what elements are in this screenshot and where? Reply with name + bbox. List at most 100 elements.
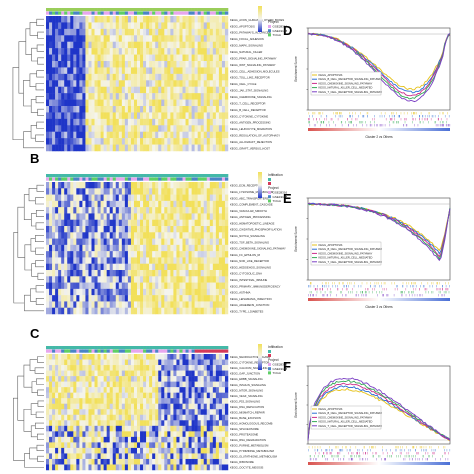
- heatmap-cell: [143, 370, 147, 377]
- heatmap-cell: [209, 188, 214, 195]
- heatmap-cell: [152, 370, 156, 377]
- heatmap-cell: [170, 301, 174, 308]
- annotation-cell: [197, 174, 201, 178]
- heatmap-cell: [91, 420, 95, 427]
- row-label: KEGG_FC_EPSILON_RI: [230, 253, 260, 257]
- annotation-cell: [194, 8, 198, 12]
- heatmap-cell: [94, 86, 98, 94]
- heatmap-cell: [203, 251, 208, 258]
- heatmap-cell: [76, 54, 80, 62]
- heatmap-cell: [203, 458, 208, 465]
- heatmap-cell: [140, 403, 144, 410]
- heatmap-cell: [191, 398, 195, 404]
- heatmap-cell: [173, 458, 177, 465]
- heatmap-cell: [121, 200, 126, 208]
- annotation-cell: [94, 349, 98, 353]
- heatmap-cell: [185, 295, 189, 302]
- heatmap-cell: [106, 282, 110, 290]
- heatmap-cell: [49, 276, 53, 283]
- heatmap-cell: [79, 282, 83, 290]
- heatmap-cell: [55, 414, 59, 421]
- heatmap-cell: [103, 99, 107, 107]
- heatmap-cell: [64, 251, 68, 258]
- heatmap-cell: [185, 288, 189, 296]
- heatmap-cell: [167, 288, 171, 296]
- legend-title: Infiltration: [268, 173, 283, 177]
- heatmap-cell: [76, 35, 80, 42]
- heatmap-cell: [91, 207, 95, 214]
- heatmap-cell: [149, 414, 153, 421]
- gsea-axes: Enrichment Score: [294, 27, 451, 111]
- heatmap-cell: [146, 99, 150, 107]
- heatmap-cell: [46, 301, 50, 308]
- heatmap-cell: [185, 118, 189, 126]
- heatmap-cell: [185, 270, 189, 277]
- heatmap-cell: [46, 398, 50, 404]
- heatmap-cell: [158, 251, 162, 258]
- legend-entry: KEGG_T_CELL_RECEPTOR_SIGNALING_PATHWAY: [319, 260, 383, 264]
- heatmap-cell: [76, 28, 80, 36]
- heatmap-cell: [188, 131, 192, 139]
- heatmap-cell: [221, 219, 226, 227]
- heatmap-cell: [133, 207, 138, 214]
- heatmap-cell: [224, 48, 229, 55]
- row-labels: KEGG_AXON_GUIDANCE_OTHER_BOXESKEGG_APOPT…: [230, 18, 284, 151]
- heatmap-cell: [224, 414, 229, 421]
- annotation-cell: [188, 349, 192, 353]
- annotation-cell: [179, 8, 183, 12]
- heatmap-cell: [112, 194, 117, 202]
- heatmap-cell: [52, 398, 56, 404]
- heatmap-cell: [103, 226, 107, 233]
- heatmap-cell: [146, 182, 150, 189]
- heatmap-cell: [206, 270, 211, 277]
- heatmap-cell: [79, 16, 83, 23]
- heatmap-cell: [167, 276, 171, 283]
- heatmap-cell: [221, 131, 226, 139]
- heatmap-cell: [152, 61, 156, 68]
- heatmap-cell: [185, 381, 189, 388]
- heatmap-cell: [73, 131, 77, 139]
- heatmap-cell: [79, 431, 83, 438]
- heatmap-cell: [67, 392, 71, 399]
- heatmap-cell: [173, 61, 177, 68]
- heatmap-cell: [140, 387, 144, 393]
- heatmap-cell: [188, 270, 192, 277]
- heatmap-cell: [82, 112, 86, 120]
- heatmap-cell: [85, 381, 89, 388]
- heatmap-cell: [164, 354, 168, 360]
- heatmap-cell: [82, 403, 86, 410]
- heatmap-cell: [218, 453, 223, 460]
- heatmap-cell: [191, 436, 195, 443]
- heatmap-cell: [185, 182, 189, 189]
- heatmap-cell: [161, 409, 165, 416]
- heatmap-cell: [137, 414, 141, 421]
- heatmap-cell: [94, 219, 98, 227]
- heatmap-cell: [206, 431, 211, 438]
- heatmap-cell: [218, 414, 223, 421]
- heatmap-cell: [103, 436, 107, 443]
- heatmap-cell: [88, 125, 92, 132]
- heatmap-cell: [100, 188, 104, 195]
- heatmap-cell: [82, 447, 86, 454]
- heatmap-cell: [103, 282, 107, 290]
- heatmap-cell: [67, 257, 71, 264]
- heatmap-cell: [61, 464, 65, 471]
- heatmap-cell: [52, 365, 56, 371]
- heatmap-cell: [167, 442, 171, 449]
- heatmap-cell: [158, 295, 162, 302]
- heatmap-cell: [73, 244, 77, 252]
- annotation-cell: [164, 8, 168, 12]
- row-label: KEGG_TGF_BETA_SIGNALING: [230, 240, 269, 244]
- heatmap-cell: [94, 207, 98, 214]
- heatmap-cell: [100, 22, 104, 30]
- heatmap-cell: [164, 226, 168, 233]
- annotation-cell: [106, 177, 110, 181]
- heatmap-cell: [224, 232, 229, 239]
- heatmap-cell: [155, 106, 159, 113]
- row-label: KEGG_PROTEASOME: [230, 432, 258, 436]
- heatmap-cell: [124, 370, 129, 377]
- heatmap-cell: [49, 22, 53, 30]
- heatmap-cell: [61, 138, 65, 145]
- heatmap-cell: [152, 125, 156, 132]
- heatmap-cell: [91, 431, 95, 438]
